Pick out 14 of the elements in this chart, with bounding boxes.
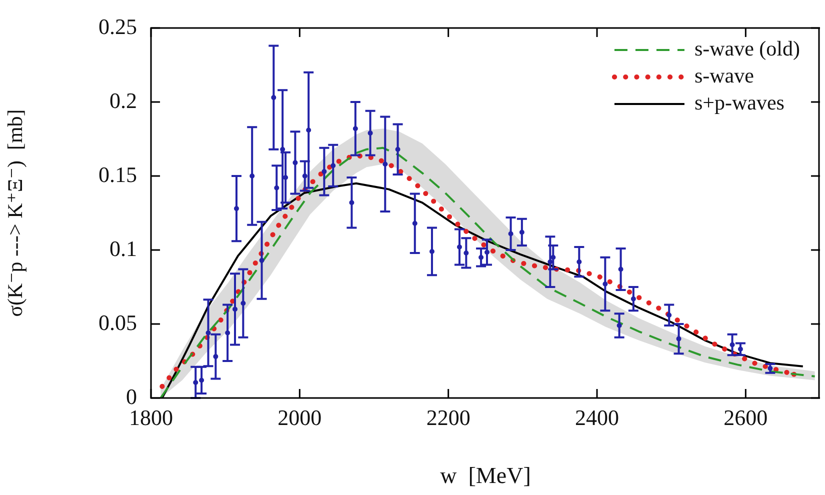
y-tick-label: 0.2 bbox=[110, 88, 137, 113]
legend-label: s-wave bbox=[694, 64, 754, 88]
y-tick-label: 0.05 bbox=[98, 310, 137, 335]
y-tick-label: 0.1 bbox=[110, 236, 137, 261]
x-tick-label: 2200 bbox=[426, 404, 470, 430]
x-tick-label: 2000 bbox=[278, 404, 322, 430]
x-tick-label: 2600 bbox=[724, 404, 768, 430]
y-tick-label: 0.15 bbox=[98, 162, 137, 187]
legend-label: s-wave (old) bbox=[694, 36, 800, 61]
legend-label: s+p-waves bbox=[694, 90, 784, 115]
x-axis-title: w [MeV] bbox=[440, 463, 531, 488]
y-axis-title: σ(K⁻p ---> K⁺Ξ⁻) [mb] bbox=[3, 109, 28, 317]
y-tick-label: 0.25 bbox=[98, 14, 137, 39]
x-tick-label: 2400 bbox=[575, 404, 619, 430]
